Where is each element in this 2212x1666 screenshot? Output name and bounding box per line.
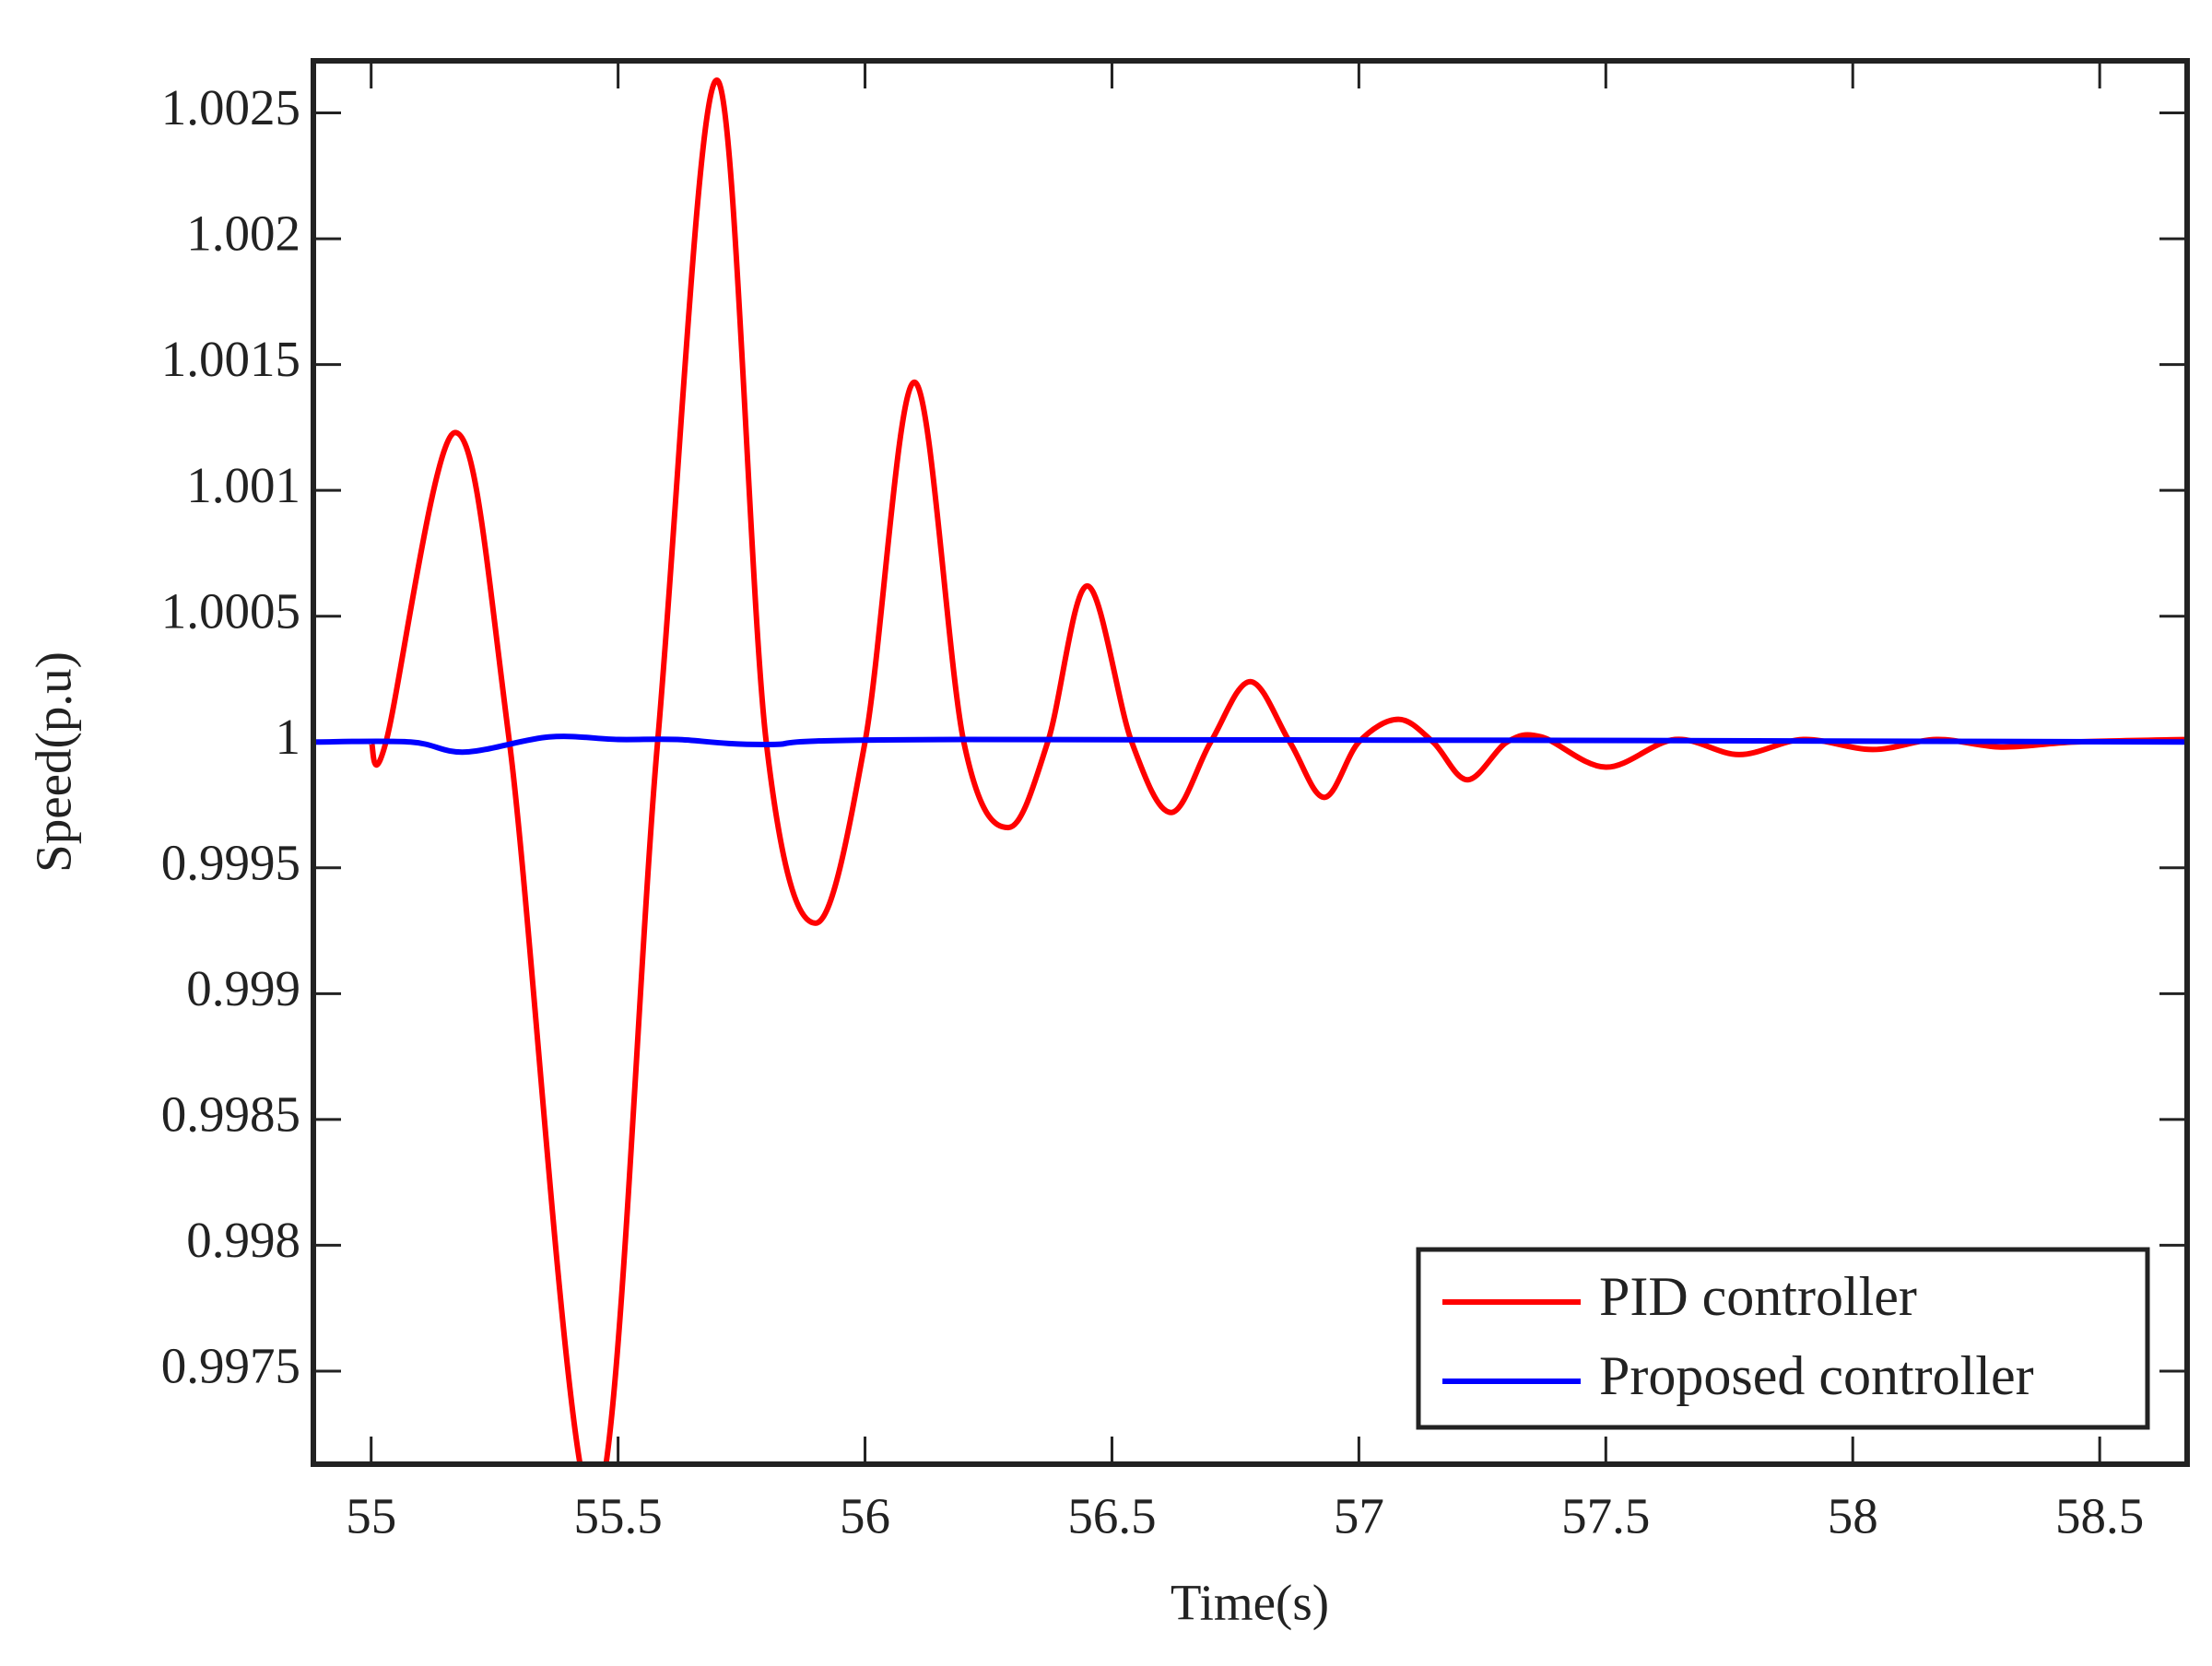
y-axis-label: Speed(p.u) [26,651,82,873]
x-tick-label: 55.5 [573,1488,662,1544]
y-tick-label: 0.998 [186,1212,300,1268]
x-tick-label: 57.5 [1561,1488,1650,1544]
legend-box [1416,1247,2150,1430]
y-tick-label: 0.9985 [161,1085,300,1142]
y-tick-label: 1.0015 [161,331,300,387]
y-tick-label: 1.001 [186,457,300,513]
y-tick-label: 1.002 [186,205,300,262]
x-axis-label: Time(s) [1171,1575,1329,1631]
y-tick-label: 0.9975 [161,1338,300,1394]
x-tick-label: 57 [1334,1488,1384,1544]
x-tick-label: 56 [840,1488,890,1544]
legend-label: PID controller [1599,1266,1917,1327]
y-tick-label: 1 [276,709,301,765]
series-line [313,733,2187,756]
plot-frame [311,58,2190,1467]
x-tick-label: 58 [1828,1488,1878,1544]
x-tick-label: 58.5 [2055,1488,2144,1544]
y-tick-label: 0.999 [186,960,300,1016]
series-line [368,77,2187,1464]
x-tick-label: 56.5 [1067,1488,1156,1544]
x-tick-label: 55 [346,1488,396,1544]
y-tick-label: 0.9995 [161,834,300,890]
legend: PID controller Proposed controller [1416,1247,2150,1430]
legend-label: Proposed controller [1599,1345,2034,1406]
y-tick-label: 1.0025 [161,79,300,135]
y-tick-label: 1.0005 [161,582,300,639]
